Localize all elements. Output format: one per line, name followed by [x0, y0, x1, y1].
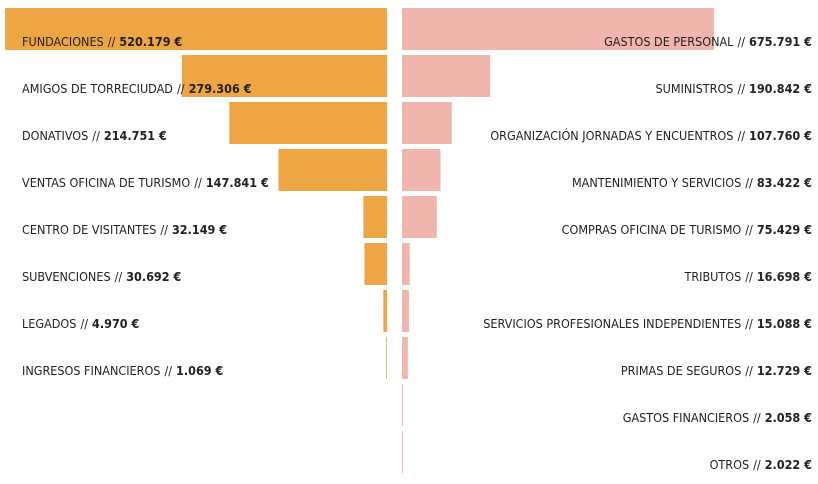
bar	[364, 243, 387, 285]
value-label: 520.179 €	[119, 34, 182, 49]
bar-label: DONATIVOS // 214.751 €	[22, 128, 167, 143]
value-label: 12.729 €	[757, 363, 812, 378]
category-label: FUNDACIONES	[22, 34, 104, 49]
category-label: VENTAS OFICINA DE TURISMO	[22, 175, 190, 190]
bar-label: ORGANIZACIÓN JORNADAS Y ENCUENTROS // 107.…	[490, 128, 812, 143]
bar	[402, 102, 452, 144]
bar	[402, 290, 409, 332]
value-label: 107.760 €	[749, 128, 812, 143]
bar	[402, 55, 491, 97]
bar	[402, 8, 715, 50]
bar	[402, 149, 441, 191]
value-label: 16.698 €	[757, 269, 812, 284]
category-label: SUBVENCIONES	[22, 269, 111, 284]
separator: //	[745, 222, 753, 237]
bar-label: SERVICIOS PROFESIONALES INDEPENDIENTES //…	[483, 316, 812, 331]
value-label: 1.069 €	[176, 363, 223, 378]
bar-label: COMPRAS OFICINA DE TURISMO// 75.429 €	[562, 222, 813, 237]
bar-label: SUBVENCIONES //30.692 €	[22, 269, 181, 284]
value-label: 279.306 €	[189, 81, 252, 96]
value-label: 30.692 €	[126, 269, 181, 284]
category-label: DONATIVOS	[22, 128, 88, 143]
separator: //	[92, 128, 100, 143]
separator: //	[745, 269, 753, 284]
bar-label: CENTRO DE VISITANTES // 32.149 €	[22, 222, 227, 237]
separator: //	[80, 316, 88, 331]
separator: //	[194, 175, 202, 190]
bar-label: TRIBUTOS // 16.698 €	[683, 269, 812, 284]
bar	[402, 243, 410, 285]
bar-label: PRIMAS DE SEGUROS // 12.729 €	[621, 363, 812, 378]
value-label: 147.841 €	[206, 175, 269, 190]
bar	[402, 337, 408, 379]
value-label: 75.429 €	[757, 222, 812, 237]
bar-label: GASTOS DE PERSONAL// 675.791 €	[604, 34, 812, 49]
value-label: 4.970 €	[92, 316, 139, 331]
bar	[402, 384, 403, 426]
category-label: COMPRAS OFICINA DE TURISMO	[562, 222, 742, 237]
bar	[229, 102, 387, 144]
bar	[383, 290, 387, 332]
category-label: AMIGOS DE TORRECIUDAD	[22, 81, 173, 96]
bar	[181, 55, 387, 97]
category-label: INGRESOS FINANCIEROS	[22, 363, 160, 378]
bar	[5, 8, 387, 50]
category-label: SUMINISTROS	[656, 81, 734, 96]
separator: //	[108, 34, 116, 49]
separator: //	[737, 81, 745, 96]
bar-label: VENTAS OFICINA DE TURISMO // 147.841 €	[22, 175, 269, 190]
bar	[386, 337, 387, 379]
value-label: 2.022 €	[765, 457, 812, 472]
bar-label: INGRESOS FINANCIEROS // 1.069 €	[22, 363, 224, 378]
separator: //	[737, 128, 745, 143]
separator: //	[745, 363, 753, 378]
value-label: 214.751 €	[104, 128, 167, 143]
value-label: 2.058 €	[765, 410, 812, 425]
bar-label: MANTENIMIENTO Y SERVICIOS // 83.422 €	[572, 175, 812, 190]
bar-label: SUMINISTROS// 190.842 €	[656, 81, 813, 96]
value-label: 190.842 €	[749, 81, 812, 96]
separator: //	[164, 363, 172, 378]
separator: //	[160, 222, 168, 237]
value-label: 32.149 €	[172, 222, 227, 237]
bar-label: OTROS// 2.022 €	[710, 457, 813, 472]
category-label: OTROS	[710, 457, 750, 472]
category-label: GASTOS DE PERSONAL	[604, 34, 734, 49]
bar-label: LEGADOS // 4.970 €	[22, 316, 140, 331]
separator: //	[753, 410, 761, 425]
separator: //	[737, 34, 745, 49]
bar-label: FUNDACIONES //520.179 €	[22, 34, 182, 49]
category-label: LEGADOS	[22, 316, 76, 331]
separator: //	[745, 175, 753, 190]
separator: //	[177, 81, 185, 96]
separator: //	[115, 269, 123, 284]
bar	[402, 431, 403, 473]
category-label: SERVICIOS PROFESIONALES INDEPENDIENTES	[483, 316, 741, 331]
category-label: GASTOS FINANCIEROS	[623, 410, 749, 425]
value-label: 675.791 €	[749, 34, 812, 49]
category-label: MANTENIMIENTO Y SERVICIOS	[572, 175, 741, 190]
separator: //	[745, 316, 753, 331]
bar-label: GASTOS FINANCIEROS // 2.058 €	[623, 410, 812, 425]
bar	[278, 149, 387, 191]
value-label: 15.088 €	[757, 316, 812, 331]
separator: //	[753, 457, 761, 472]
bar-label: AMIGOS DE TORRECIUDAD // 279.306 €	[22, 81, 252, 96]
category-label: PRIMAS DE SEGUROS	[621, 363, 741, 378]
bar	[363, 196, 387, 238]
category-label: ORGANIZACIÓN JORNADAS Y ENCUENTROS	[490, 128, 733, 143]
category-label: CENTRO DE VISITANTES	[22, 222, 156, 237]
category-label: TRIBUTOS	[683, 269, 741, 284]
value-label: 83.422 €	[757, 175, 812, 190]
bar	[402, 196, 437, 238]
